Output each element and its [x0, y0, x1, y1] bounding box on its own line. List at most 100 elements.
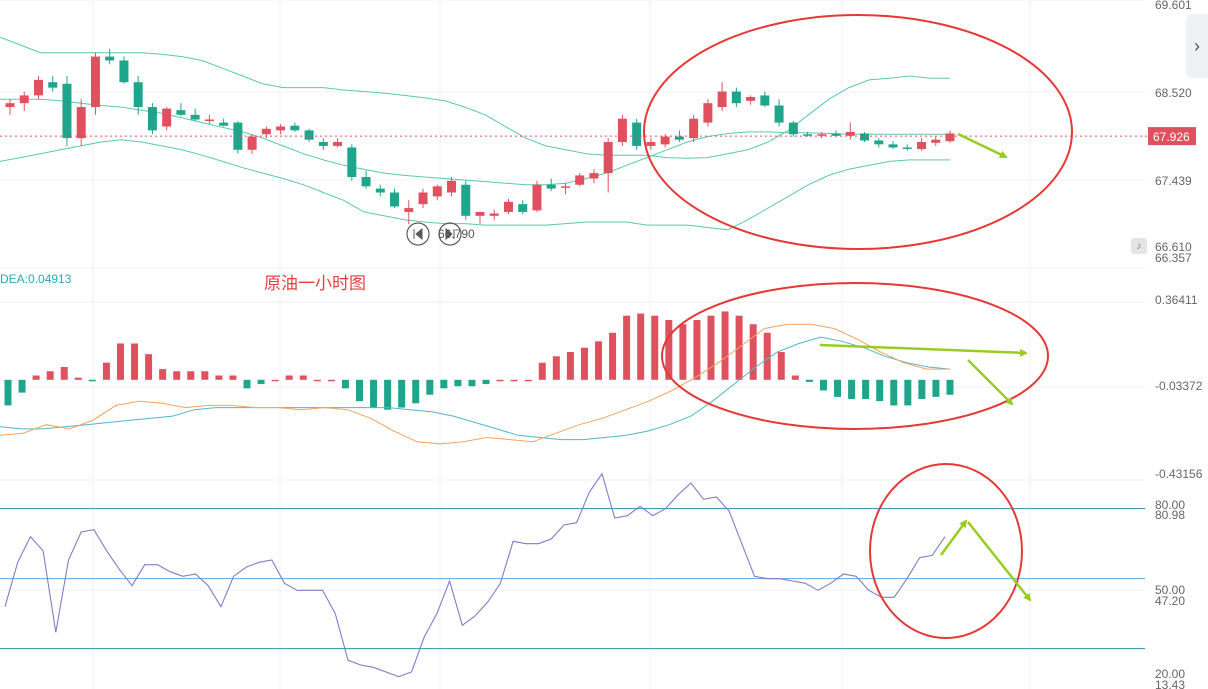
price-tick: 66.357 [1155, 251, 1192, 265]
macd-bar [102, 362, 110, 380]
macd-bar [932, 379, 940, 397]
alert-bell-icon[interactable]: ♪ [1131, 238, 1147, 254]
candle-body [660, 136, 670, 145]
candle-body [48, 82, 58, 88]
macd-bar [623, 315, 631, 380]
candle-body [945, 133, 955, 142]
current-price-tag [1148, 127, 1196, 146]
candle-body [33, 79, 43, 96]
macd-bar [454, 379, 462, 387]
candle-body [190, 114, 200, 120]
candle-body [788, 122, 798, 135]
annotation-text: 原油一小时图 [264, 274, 366, 293]
candle-body [845, 131, 855, 136]
candle-body [276, 126, 286, 131]
candle-body [347, 147, 357, 177]
macd-bar [876, 379, 884, 402]
expand-panel-button[interactable]: › [1186, 14, 1208, 78]
candle-body [105, 56, 115, 61]
macd-bar [679, 324, 687, 380]
macd-bar [60, 366, 68, 380]
macd-histogram [4, 311, 954, 410]
candle-body [746, 96, 756, 101]
candle-body [760, 95, 770, 106]
candle-body [589, 173, 599, 179]
low-marker: 66.790 [406, 222, 475, 246]
rsi-levels [0, 508, 1145, 650]
candle-body [817, 134, 827, 136]
macd-bar [187, 371, 195, 380]
macd-bar [74, 377, 82, 380]
macd-bar [763, 332, 771, 380]
macd-bar [285, 375, 293, 380]
macd-bar [946, 379, 954, 395]
macd-bar [665, 319, 673, 380]
macd-bar [88, 379, 96, 382]
trend-arrow [967, 521, 1032, 602]
macd-bar [693, 319, 701, 380]
candle-body [560, 186, 570, 188]
macd-bar [805, 379, 813, 382]
rsi-tick: 50.00 [1155, 583, 1185, 597]
skip-forward-glyph [445, 227, 455, 241]
macd-bar [566, 352, 574, 380]
macd-bar [482, 379, 490, 385]
macd-bar [299, 375, 307, 380]
candle-body [461, 184, 471, 216]
candle-body [418, 192, 428, 205]
macd-bar [412, 379, 420, 404]
rsi-tick: 80.00 [1155, 498, 1185, 512]
macd-tick: -0.43156 [1155, 467, 1203, 481]
chart-grid [0, 0, 1145, 689]
macd-bar [468, 379, 476, 387]
macd-bar [609, 332, 617, 380]
macd-bar [341, 379, 349, 389]
price-tick: 67.439 [1155, 174, 1192, 188]
candle-body [860, 133, 870, 141]
candle-body [774, 105, 784, 123]
macd-bar [201, 371, 209, 380]
candle-body [261, 128, 271, 135]
skip-back-icon[interactable] [406, 222, 430, 246]
candle-body [162, 108, 172, 127]
price-axis: 69.601 68.520 67.439 66.357 67.926 66.610 0.36… [1148, 0, 1203, 689]
candle-body [147, 107, 157, 131]
macd-bar [510, 379, 518, 382]
candlestick-series [5, 48, 955, 225]
candle-body [803, 134, 813, 136]
macd-tick: -0.03372 [1155, 379, 1203, 393]
rsi-line [4, 472, 946, 678]
macd-bar [496, 379, 504, 382]
macd-bar [890, 379, 898, 406]
candle-body [204, 119, 214, 122]
highlight-ellipse [869, 463, 1023, 639]
candle-body [689, 118, 699, 139]
candle-body [247, 136, 257, 150]
current-price-label: 67.926 [1153, 130, 1190, 144]
candle-body [831, 133, 841, 136]
candle-body [674, 136, 684, 140]
candle-body [447, 180, 457, 193]
macd-bar [384, 379, 392, 410]
candle-body [375, 188, 385, 193]
candle-body [917, 142, 927, 150]
macd-bar [580, 347, 588, 380]
candle-body [475, 211, 485, 216]
rsi-series-line [4, 472, 946, 678]
chevron-right-icon: › [1194, 35, 1200, 56]
candle-body [503, 201, 513, 212]
candle-body [318, 142, 328, 146]
trend-arrow [967, 359, 1014, 406]
macd-bar [819, 379, 827, 391]
macd-bar [440, 379, 448, 389]
rsi-tick: 20.00 [1155, 667, 1185, 681]
candle-body [902, 147, 912, 149]
candle-body [119, 60, 129, 83]
macd-bar [370, 379, 378, 408]
skip-forward-icon[interactable] [438, 222, 462, 246]
candle-body [731, 91, 741, 104]
skip-back-glyph [413, 227, 423, 241]
macd-bar [398, 379, 406, 408]
candle-body [62, 83, 72, 139]
candle-body [233, 122, 243, 150]
